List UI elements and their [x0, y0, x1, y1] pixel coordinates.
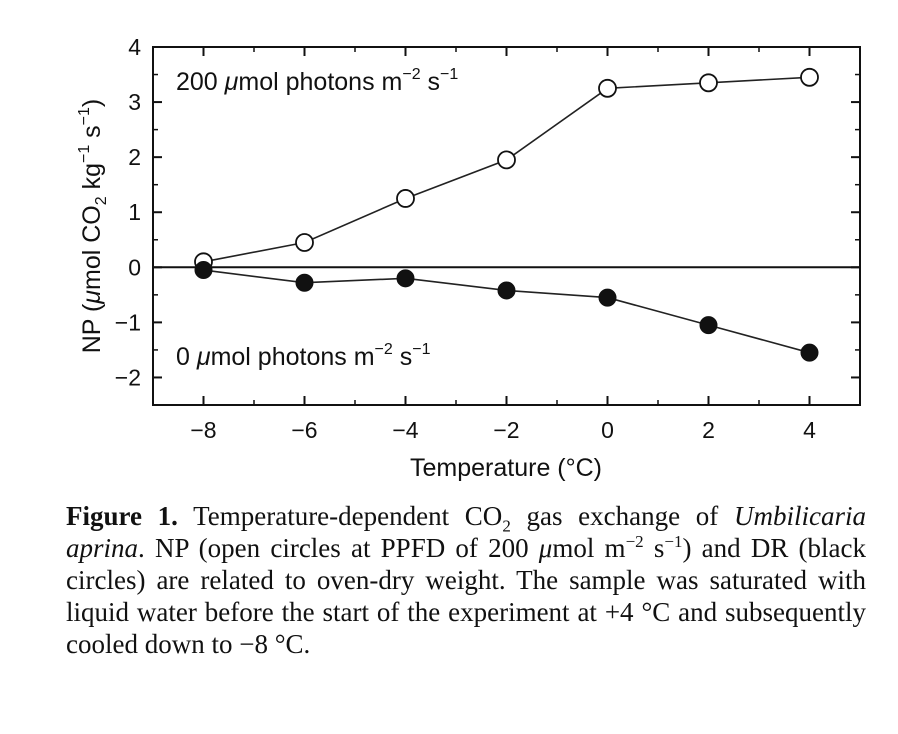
- species-name: Umbilicaria aprina: [66, 501, 866, 563]
- x-tick-label: −6: [291, 417, 317, 443]
- data-point-filled: [194, 261, 213, 280]
- figure-number: Figure 1.: [66, 501, 178, 531]
- y-axis-title: NP (μmol CO2 kg−1 s−1): [76, 99, 110, 354]
- y-tick-label: −1: [115, 309, 141, 335]
- data-point-filled: [396, 269, 415, 288]
- x-tick-label: 2: [702, 417, 715, 443]
- data-point-open: [598, 78, 617, 98]
- series-lines: [203, 76, 810, 354]
- data-point-filled: [295, 273, 314, 292]
- data-point-open: [295, 233, 314, 252]
- data-point-open: [396, 189, 415, 208]
- y-tick-label: 4: [128, 34, 141, 60]
- tick-labels: −8 −6 −4 −2 0 2 4 4 3 2 1 0 −1 −2: [115, 34, 816, 443]
- data-point-open: [800, 67, 819, 87]
- y-tick-label: 2: [128, 144, 141, 170]
- data-point-open: [497, 150, 516, 170]
- y-tick-label: 3: [128, 89, 141, 115]
- y-tick-label: 1: [128, 199, 141, 225]
- x-tick-label: −4: [392, 417, 418, 443]
- data-point-filled: [699, 316, 718, 335]
- y-tick-label: −2: [115, 364, 141, 390]
- x-axis-title: Temperature (°C): [410, 454, 602, 482]
- series-label-0: 0 μmol photons m−2 s−1: [176, 341, 431, 371]
- x-tick-label: 4: [803, 417, 816, 443]
- axis-ticks: [152, 46, 861, 406]
- x-tick-label: −2: [493, 417, 519, 443]
- y-tick-label: 0: [128, 254, 141, 280]
- series-line-200: [203, 76, 810, 263]
- data-point-filled: [598, 288, 617, 307]
- data-point-open: [699, 73, 718, 93]
- x-tick-label: −8: [190, 417, 216, 443]
- data-point-filled: [800, 343, 819, 362]
- x-tick-label: 0: [601, 417, 614, 443]
- chart: −8 −6 −4 −2 0 2 4 4 3 2 1 0 −1 −2 200 μmol photons m−…: [76, 34, 861, 482]
- data-point-filled: [497, 281, 516, 300]
- series-label-200: 200 μmol photons m−2 s−1: [176, 66, 458, 96]
- series-points: [194, 67, 819, 362]
- figure-caption: Figure 1. Temperature-dependent CO2 gas …: [66, 501, 866, 659]
